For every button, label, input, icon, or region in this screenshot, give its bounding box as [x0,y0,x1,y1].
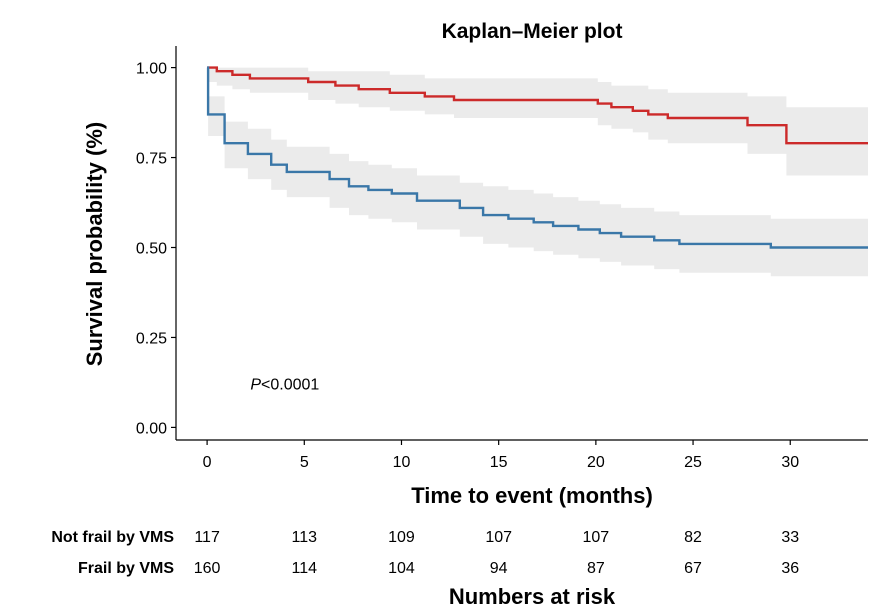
risk-row-label: Frail by VMS [78,560,174,577]
risk-count: 117 [194,529,220,546]
risk-row-label: Not frail by VMS [51,529,174,546]
confidence-band-1 [207,67,869,176]
risk-count: 114 [292,560,318,577]
risk-count: 87 [587,560,605,577]
x-tick-label: 10 [393,454,411,471]
x-tick-label: 5 [300,454,309,471]
x-tick-label: 0 [203,454,212,471]
x-tick-label: 15 [490,454,508,471]
x-tick-label: 20 [587,454,605,471]
risk-count: 94 [490,560,508,577]
risk-table: Not frail by VMS 117 113 109 107 107 82 33 Frail… [51,529,799,577]
y-tick-label: 1.00 [136,61,167,78]
risk-count: 107 [485,529,512,546]
plot-area: 0.00 0.25 0.50 0.75 1.00 0 5 10 15 20 25 30 P<0.0001 [136,46,869,471]
risk-table-title: Numbers at risk [449,584,616,609]
survival-curve-2 [206,66,868,249]
risk-count: 113 [292,529,318,546]
risk-count: 160 [194,560,221,577]
risk-count: 36 [781,560,799,577]
risk-count: 67 [684,560,702,577]
risk-count: 107 [583,529,610,546]
risk-count: 82 [684,529,702,546]
y-tick-label: 0.25 [136,330,167,347]
x-tick-label: 25 [684,454,702,471]
risk-count: 104 [388,560,415,577]
chart-title: Kaplan–Meier plot [442,20,623,43]
risk-count: 33 [781,529,799,546]
p-value-annotation: P<0.0001 [250,377,319,394]
y-axis-title: Survival probability (%) [82,122,107,367]
confidence-band-2 [207,67,869,277]
x-axis-title: Time to event (months) [411,483,653,508]
y-tick-label: 0.00 [136,420,167,437]
survival-curve-1 [207,66,868,145]
risk-count: 109 [388,529,415,546]
y-tick-label: 0.50 [136,240,167,257]
y-tick-label: 0.75 [136,151,167,168]
x-tick-label: 30 [781,454,799,471]
